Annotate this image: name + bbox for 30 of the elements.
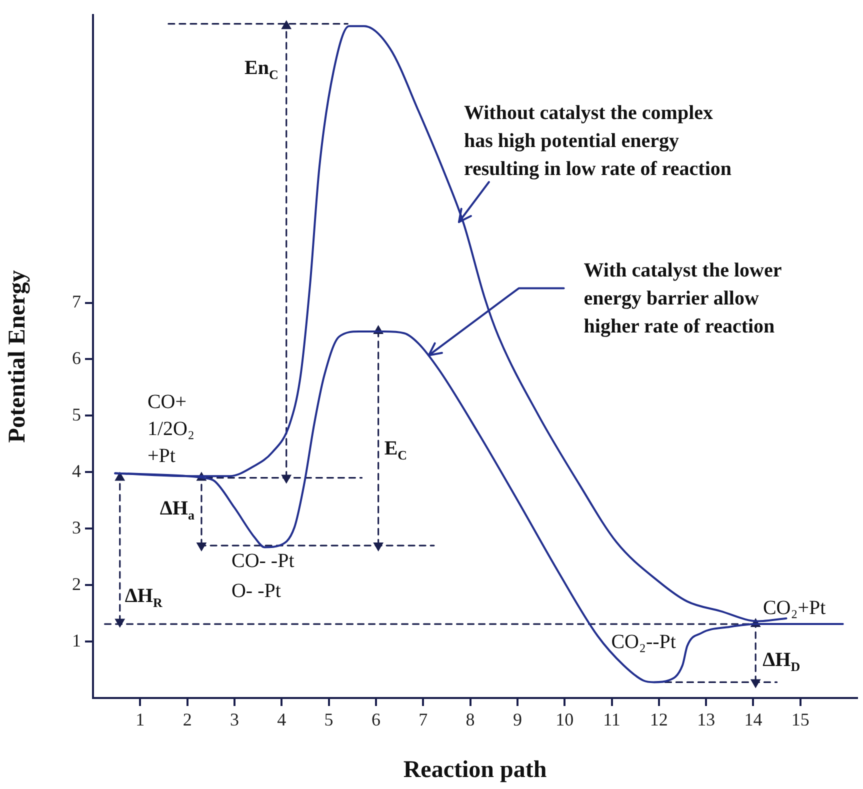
x-tick-label: 14 — [744, 710, 762, 730]
x-tick-label: 1 — [136, 710, 145, 730]
annotation: CO+ 1/2O₂ +Pt — [147, 390, 194, 467]
x-tick-label: 12 — [650, 710, 668, 730]
x-tick-label: 2 — [182, 710, 192, 730]
annotation: CO₂+Pt — [762, 597, 826, 620]
annotation: CO- -Pt O- -Pt — [231, 550, 295, 602]
x-tick-label: 8 — [466, 710, 475, 730]
x-tick-label: 5 — [324, 710, 334, 730]
y-tick-label: 5 — [72, 404, 81, 424]
y-axis-title: Potential Energy — [4, 270, 31, 443]
x-axis-title: Reaction path — [403, 756, 547, 783]
x-tick-label: 4 — [277, 710, 286, 730]
annotation: With catalyst the lower energy barrier allow higher rate of reaction — [584, 259, 782, 338]
x-tick-label: 3 — [230, 710, 239, 730]
x-tick-label: 9 — [512, 710, 522, 730]
x-tick-label: 10 — [556, 710, 574, 730]
x-tick-label: 15 — [791, 710, 810, 730]
x-tick-label: 7 — [418, 710, 428, 730]
y-tick-label: 2 — [72, 574, 81, 594]
y-tick-label: 4 — [72, 460, 81, 481]
y-tick-label: 6 — [72, 348, 81, 368]
x-tick-label: 11 — [603, 710, 620, 730]
annotation: Without catalyst the complex has high potential energy resulting in low rate of reaction — [464, 102, 732, 180]
y-tick-label: 1 — [72, 630, 81, 650]
x-tick-label: 13 — [697, 710, 716, 730]
x-tick-label: 6 — [371, 710, 380, 730]
annotation: CO₂--Pt — [611, 631, 676, 654]
y-tick-label: 3 — [72, 517, 81, 538]
y-tick-label: 7 — [72, 291, 81, 312]
